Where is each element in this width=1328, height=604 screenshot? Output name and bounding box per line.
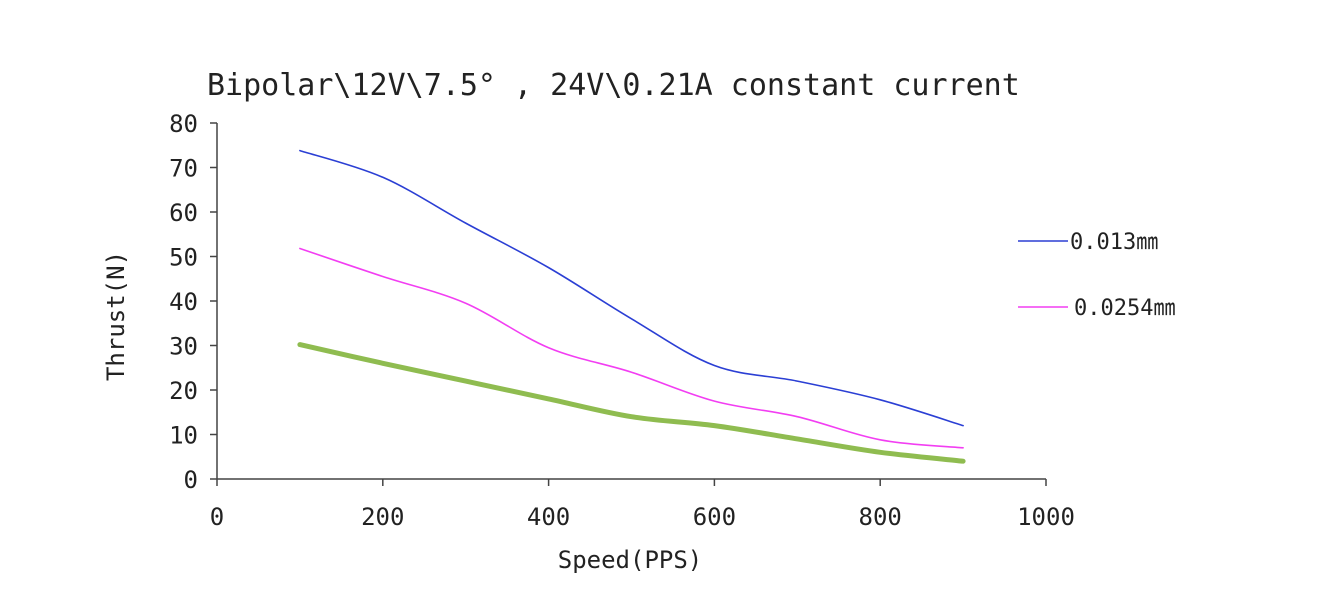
series-line-3 bbox=[297, 342, 966, 464]
y-tick-label: 70 bbox=[169, 155, 198, 183]
x-tick-label: 200 bbox=[361, 503, 404, 531]
x-tick-labels: 0 200 400 600 800 1000 bbox=[210, 479, 1075, 531]
series-line-1 bbox=[299, 149, 964, 427]
y-tick-label: 0 bbox=[184, 466, 198, 494]
y-tick-label: 40 bbox=[169, 288, 198, 316]
y-tick-label: 80 bbox=[169, 110, 198, 138]
series-line-2 bbox=[299, 247, 964, 449]
x-tick-label: 1000 bbox=[1017, 503, 1075, 531]
y-tick-label: 60 bbox=[169, 199, 198, 227]
legend: 0.013㎜ 0.0254㎜ bbox=[1018, 230, 1175, 321]
x-tick-label: 600 bbox=[693, 503, 736, 531]
x-tick-label: 800 bbox=[859, 503, 902, 531]
y-tick-label: 20 bbox=[169, 377, 198, 405]
legend-label: 0.013㎜ bbox=[1070, 230, 1158, 255]
y-tick-label: 30 bbox=[169, 333, 198, 361]
y-tick-labels: 0 10 20 30 40 50 60 70 80 bbox=[169, 110, 217, 494]
legend-label: 0.0254㎜ bbox=[1074, 296, 1175, 321]
y-axis-label: Thrust(N) bbox=[102, 251, 130, 381]
x-axis-label: Speed(PPS) bbox=[558, 546, 703, 574]
chart-title: Bipolar\12V\7.5° , 24V\0.21A constant cu… bbox=[207, 68, 1020, 103]
y-tick-label: 50 bbox=[169, 244, 198, 272]
y-tick-label: 10 bbox=[169, 422, 198, 450]
axes bbox=[216, 123, 1046, 480]
x-tick-label: 0 bbox=[210, 503, 224, 531]
x-tick-label: 400 bbox=[527, 503, 570, 531]
series-lines bbox=[297, 149, 966, 464]
